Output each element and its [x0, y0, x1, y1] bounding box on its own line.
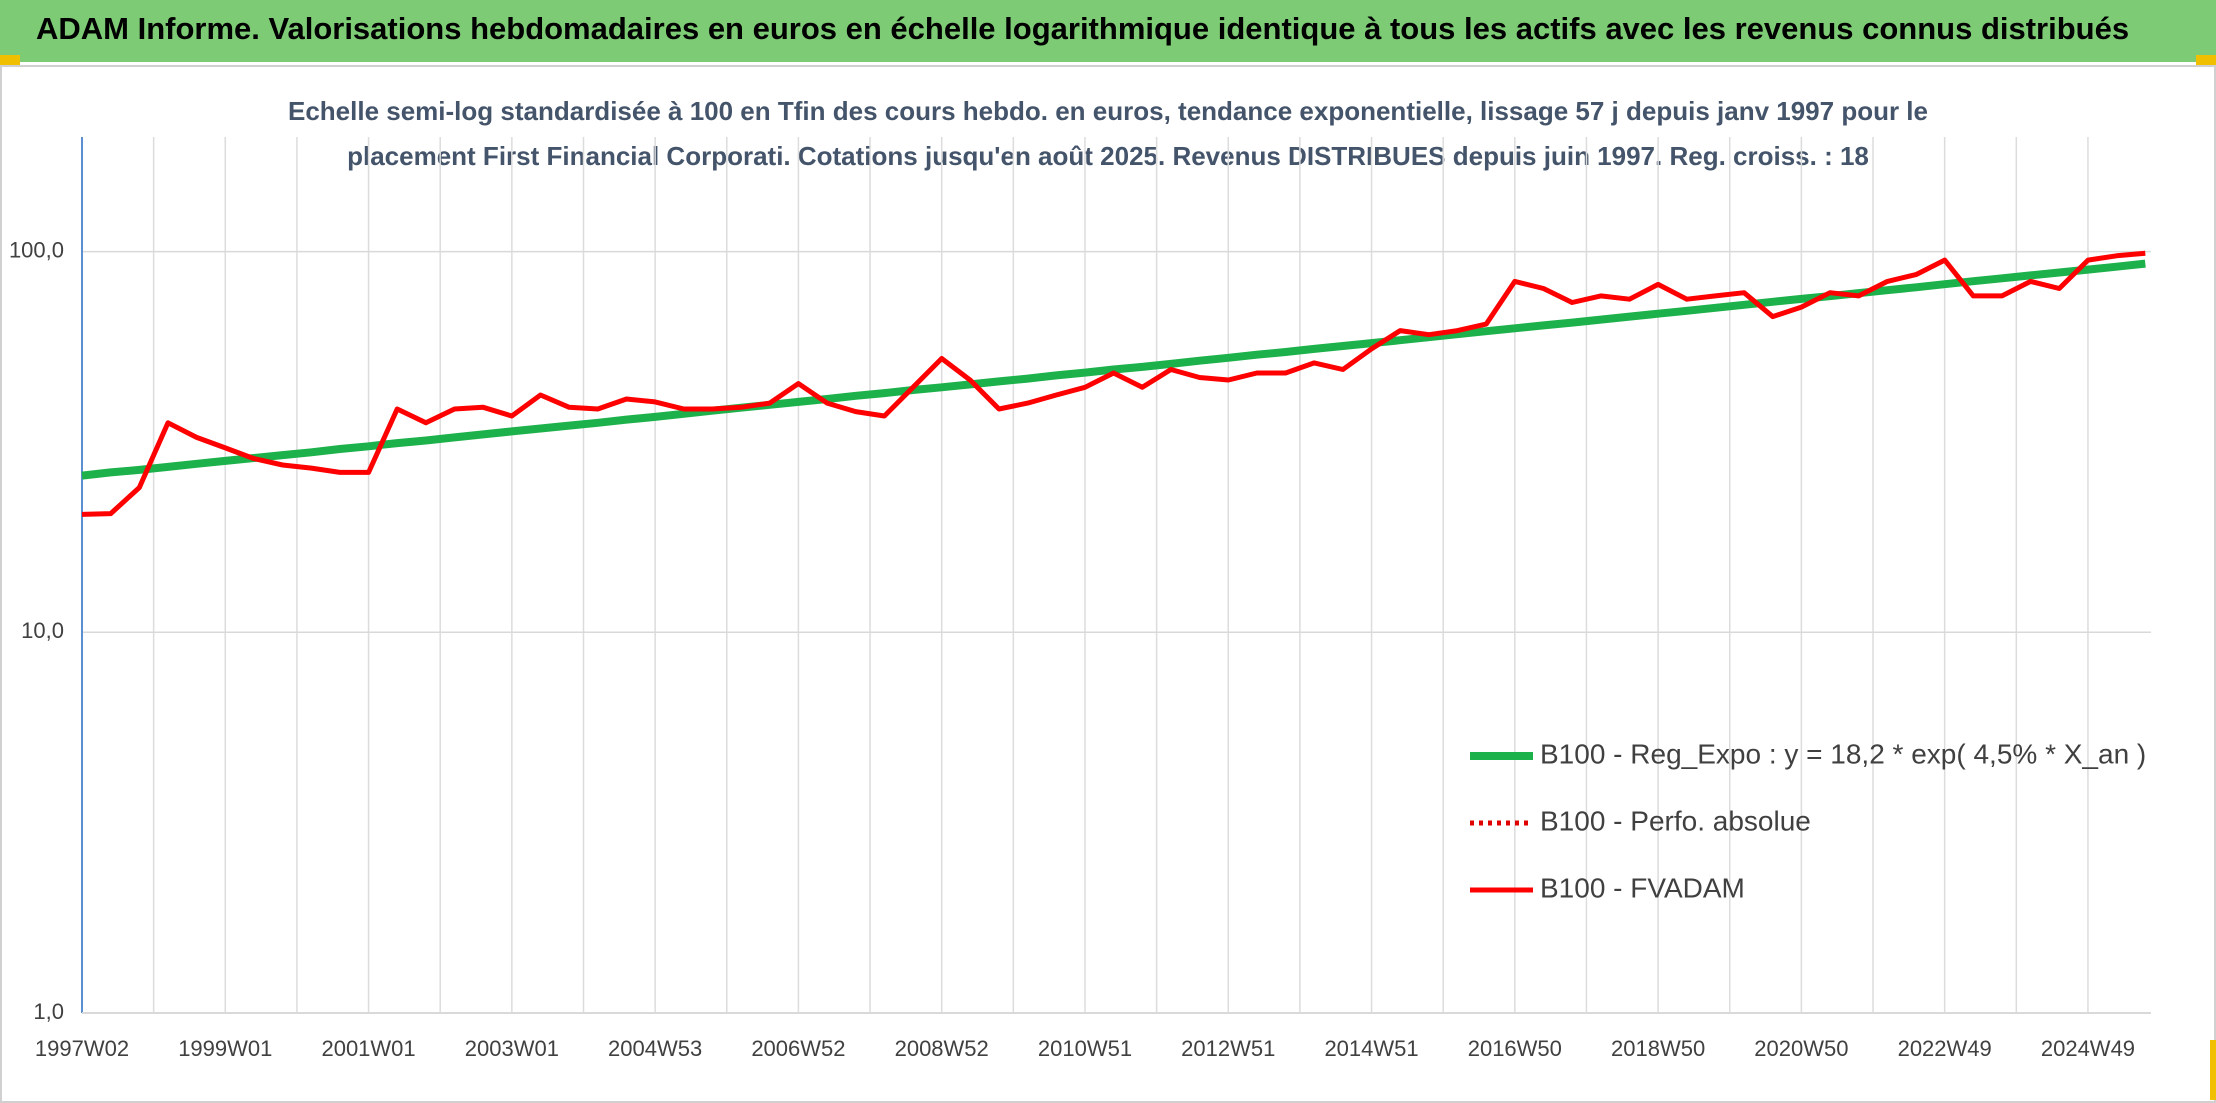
x-tick-label: 2001W01	[321, 1036, 415, 1061]
y-tick-label: 100,0	[9, 237, 64, 262]
series-line	[81, 250, 2146, 517]
x-tick-label: 1999W01	[178, 1036, 272, 1061]
x-tick-label: 2008W52	[895, 1036, 989, 1061]
frame	[0, 65, 2216, 1103]
header-bar	[0, 0, 2216, 62]
x-tick-label: 2004W53	[608, 1036, 702, 1061]
x-tick-label: 2020W50	[1754, 1036, 1848, 1061]
subtitle: Echelle semi-log standardisée à 100 en T…	[288, 96, 1928, 126]
x-tick-label: 1997W02	[35, 1036, 129, 1061]
x-tick-label: 2016W50	[1468, 1036, 1562, 1061]
x-tick-label: 2014W51	[1324, 1036, 1418, 1061]
x-tick-label: 2024W49	[2041, 1036, 2135, 1061]
x-tick-label: 2012W51	[1181, 1036, 1275, 1061]
y-tick-label: 10,0	[21, 618, 64, 643]
corner	[0, 55, 20, 65]
subtitle: placement First Financial Corporati. Cot…	[347, 141, 1869, 171]
legend-label: B100 - Perfo. absolue	[1540, 805, 1811, 836]
x-tick-label: 2003W01	[465, 1036, 559, 1061]
legend-label: B100 - Reg_Expo : y = 18,2 * exp( 4,5% *…	[1540, 738, 2146, 769]
series-line	[81, 259, 2146, 480]
header-title: ADAM Informe. Valorisations hebdomadaire…	[36, 11, 2129, 46]
x-tick-label: 2010W51	[1038, 1036, 1132, 1061]
x-tick-label: 2006W52	[751, 1036, 845, 1061]
y-tick-label: 1,0	[33, 999, 64, 1024]
corner	[2210, 1040, 2216, 1100]
x-tick-label: 2018W50	[1611, 1036, 1705, 1061]
x-tick-label: 2022W49	[1898, 1036, 1992, 1061]
corner	[2196, 55, 2216, 65]
legend-label: B100 - FVADAM	[1540, 872, 1745, 903]
